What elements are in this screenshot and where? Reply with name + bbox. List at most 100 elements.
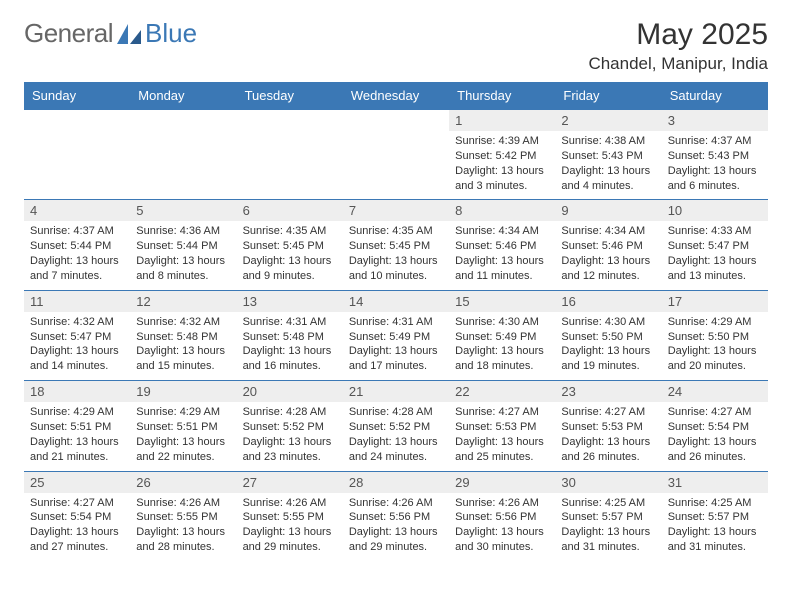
sunset-text: Sunset: 5:46 PM (455, 239, 549, 254)
calendar-cell: 1Sunrise: 4:39 AMSunset: 5:42 PMDaylight… (449, 110, 555, 200)
day-number: 18 (24, 381, 130, 402)
weekday-header: Monday (130, 82, 236, 110)
day-number (237, 110, 343, 131)
day-number: 20 (237, 381, 343, 402)
calendar-week: 11Sunrise: 4:32 AMSunset: 5:47 PMDayligh… (24, 290, 768, 380)
sunrise-text: Sunrise: 4:27 AM (561, 405, 655, 420)
daylight-text: Daylight: 13 hours and 9 minutes. (243, 254, 337, 284)
sunset-text: Sunset: 5:55 PM (136, 510, 230, 525)
calendar-cell: 24Sunrise: 4:27 AMSunset: 5:54 PMDayligh… (662, 381, 768, 471)
day-number: 30 (555, 472, 661, 493)
daylight-text: Daylight: 13 hours and 31 minutes. (668, 525, 762, 555)
day-details: Sunrise: 4:27 AMSunset: 5:54 PMDaylight:… (662, 402, 768, 470)
day-number: 6 (237, 200, 343, 221)
day-details: Sunrise: 4:30 AMSunset: 5:49 PMDaylight:… (449, 312, 555, 380)
daylight-text: Daylight: 13 hours and 21 minutes. (30, 435, 124, 465)
day-details: Sunrise: 4:25 AMSunset: 5:57 PMDaylight:… (662, 493, 768, 561)
sunrise-text: Sunrise: 4:34 AM (561, 224, 655, 239)
daylight-text: Daylight: 13 hours and 28 minutes. (136, 525, 230, 555)
daylight-text: Daylight: 13 hours and 31 minutes. (561, 525, 655, 555)
sunrise-text: Sunrise: 4:28 AM (349, 405, 443, 420)
daylight-text: Daylight: 13 hours and 22 minutes. (136, 435, 230, 465)
sunset-text: Sunset: 5:51 PM (136, 420, 230, 435)
weekday-header: Wednesday (343, 82, 449, 110)
day-details: Sunrise: 4:39 AMSunset: 5:42 PMDaylight:… (449, 131, 555, 199)
daylight-text: Daylight: 13 hours and 16 minutes. (243, 344, 337, 374)
calendar-cell: 23Sunrise: 4:27 AMSunset: 5:53 PMDayligh… (555, 381, 661, 471)
daylight-text: Daylight: 13 hours and 14 minutes. (30, 344, 124, 374)
day-details: Sunrise: 4:31 AMSunset: 5:48 PMDaylight:… (237, 312, 343, 380)
sunset-text: Sunset: 5:45 PM (349, 239, 443, 254)
day-number: 13 (237, 291, 343, 312)
daylight-text: Daylight: 13 hours and 25 minutes. (455, 435, 549, 465)
day-number: 3 (662, 110, 768, 131)
calendar-cell: 10Sunrise: 4:33 AMSunset: 5:47 PMDayligh… (662, 200, 768, 290)
day-number (24, 110, 130, 131)
sail-icon (113, 18, 145, 49)
day-details: Sunrise: 4:37 AMSunset: 5:44 PMDaylight:… (24, 221, 130, 289)
daylight-text: Daylight: 13 hours and 29 minutes. (349, 525, 443, 555)
day-details: Sunrise: 4:25 AMSunset: 5:57 PMDaylight:… (555, 493, 661, 561)
sunset-text: Sunset: 5:54 PM (668, 420, 762, 435)
day-number: 14 (343, 291, 449, 312)
daylight-text: Daylight: 13 hours and 26 minutes. (668, 435, 762, 465)
daylight-text: Daylight: 13 hours and 15 minutes. (136, 344, 230, 374)
calendar-cell: 12Sunrise: 4:32 AMSunset: 5:48 PMDayligh… (130, 290, 236, 380)
sunrise-text: Sunrise: 4:32 AM (136, 315, 230, 330)
calendar-cell: 25Sunrise: 4:27 AMSunset: 5:54 PMDayligh… (24, 471, 130, 561)
day-number (130, 110, 236, 131)
daylight-text: Daylight: 13 hours and 29 minutes. (243, 525, 337, 555)
day-number: 4 (24, 200, 130, 221)
calendar-header-row: SundayMondayTuesdayWednesdayThursdayFrid… (24, 82, 768, 110)
day-details: Sunrise: 4:33 AMSunset: 5:47 PMDaylight:… (662, 221, 768, 289)
calendar-body: 1Sunrise: 4:39 AMSunset: 5:42 PMDaylight… (24, 110, 768, 561)
calendar-cell: 26Sunrise: 4:26 AMSunset: 5:55 PMDayligh… (130, 471, 236, 561)
day-details: Sunrise: 4:35 AMSunset: 5:45 PMDaylight:… (237, 221, 343, 289)
calendar-cell: 14Sunrise: 4:31 AMSunset: 5:49 PMDayligh… (343, 290, 449, 380)
weekday-header: Sunday (24, 82, 130, 110)
sunset-text: Sunset: 5:46 PM (561, 239, 655, 254)
sunrise-text: Sunrise: 4:25 AM (561, 496, 655, 511)
daylight-text: Daylight: 13 hours and 13 minutes. (668, 254, 762, 284)
calendar-cell (343, 110, 449, 200)
sunrise-text: Sunrise: 4:31 AM (243, 315, 337, 330)
calendar-cell: 11Sunrise: 4:32 AMSunset: 5:47 PMDayligh… (24, 290, 130, 380)
weekday-header: Friday (555, 82, 661, 110)
brand-logo: General Blue (24, 18, 197, 49)
day-number: 11 (24, 291, 130, 312)
page-title: May 2025 (588, 18, 768, 52)
calendar-cell: 30Sunrise: 4:25 AMSunset: 5:57 PMDayligh… (555, 471, 661, 561)
sunset-text: Sunset: 5:57 PM (668, 510, 762, 525)
sunset-text: Sunset: 5:44 PM (30, 239, 124, 254)
day-details: Sunrise: 4:27 AMSunset: 5:53 PMDaylight:… (449, 402, 555, 470)
daylight-text: Daylight: 13 hours and 11 minutes. (455, 254, 549, 284)
sunrise-text: Sunrise: 4:37 AM (30, 224, 124, 239)
sunrise-text: Sunrise: 4:36 AM (136, 224, 230, 239)
sunset-text: Sunset: 5:52 PM (349, 420, 443, 435)
day-details: Sunrise: 4:32 AMSunset: 5:47 PMDaylight:… (24, 312, 130, 380)
day-number: 21 (343, 381, 449, 402)
daylight-text: Daylight: 13 hours and 19 minutes. (561, 344, 655, 374)
calendar-cell: 7Sunrise: 4:35 AMSunset: 5:45 PMDaylight… (343, 200, 449, 290)
sunset-text: Sunset: 5:47 PM (668, 239, 762, 254)
daylight-text: Daylight: 13 hours and 10 minutes. (349, 254, 443, 284)
sunrise-text: Sunrise: 4:27 AM (30, 496, 124, 511)
daylight-text: Daylight: 13 hours and 7 minutes. (30, 254, 124, 284)
sunrise-text: Sunrise: 4:35 AM (243, 224, 337, 239)
day-number: 12 (130, 291, 236, 312)
day-number: 27 (237, 472, 343, 493)
title-block: May 2025 Chandel, Manipur, India (588, 18, 768, 74)
sunset-text: Sunset: 5:56 PM (455, 510, 549, 525)
day-number: 29 (449, 472, 555, 493)
day-number: 22 (449, 381, 555, 402)
weekday-header: Thursday (449, 82, 555, 110)
calendar-week: 1Sunrise: 4:39 AMSunset: 5:42 PMDaylight… (24, 110, 768, 200)
day-number: 10 (662, 200, 768, 221)
day-details (237, 131, 343, 193)
daylight-text: Daylight: 13 hours and 20 minutes. (668, 344, 762, 374)
brand-part1: General (24, 18, 113, 49)
day-number: 16 (555, 291, 661, 312)
calendar-cell (130, 110, 236, 200)
calendar-cell: 9Sunrise: 4:34 AMSunset: 5:46 PMDaylight… (555, 200, 661, 290)
daylight-text: Daylight: 13 hours and 26 minutes. (561, 435, 655, 465)
